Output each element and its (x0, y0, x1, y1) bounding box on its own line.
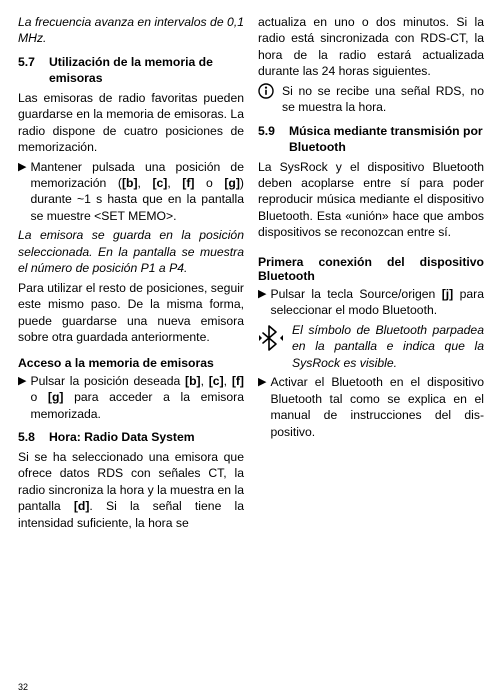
heading-5-9-title: Música mediante transmisión por Bluetoot… (289, 124, 484, 156)
freq-note: La frecuencia avanza en intervalos de 0,… (18, 14, 244, 47)
para-rds: Si se ha seleccionado una emisora que of… (18, 449, 244, 531)
para-memory-intro: Las emisoras de radio favoritas pue­den … (18, 90, 244, 156)
heading-5-7-num: 5.7 (18, 55, 35, 87)
subheading-first-bt: Primera conexión del dispositivo Bluetoo… (258, 255, 484, 283)
bullet-press-source-text: Pulsar la tecla Source/origen [j] para s… (270, 286, 484, 319)
bullet-marker-icon: ▶ (18, 160, 26, 225)
bullet-store-preset: ▶ Mantener pulsada una posición de memor… (18, 159, 244, 225)
heading-5-8-num: 5.8 (18, 430, 35, 446)
left-column: La frecuencia avanza en intervalos de 0,… (18, 14, 244, 674)
bluetooth-icon (258, 322, 284, 371)
heading-5-9: 5.9 Música mediante transmisión por Blue… (258, 124, 484, 156)
bullet-activate-bt-text: Activar el Bluetooth en el dispositi­vo … (270, 374, 484, 440)
page-number: 32 (18, 682, 28, 692)
bt-blink-note: El símbolo de Bluetooth par­padea en la … (258, 322, 484, 371)
heading-5-9-num: 5.9 (258, 124, 275, 156)
heading-5-8: 5.8 Hora: Radio Data System (18, 430, 244, 446)
heading-5-7: 5.7 Utilización de la memoria de emisora… (18, 55, 244, 87)
info-no-rds: Si no se recibe una señal RDS, no se mue… (258, 83, 484, 116)
bullet-recall-preset-text: Pulsar la posición deseada [b], [c], [f]… (30, 373, 244, 422)
heading-5-7-title: Utilización de la memoria de emisoras (49, 55, 244, 87)
right-column: actualiza en uno o dos minutos. Si la ra… (258, 14, 484, 674)
bullet-marker-icon: ▶ (258, 375, 266, 440)
bullet-activate-bt: ▶ Activar el Bluetooth en el dispositi­v… (258, 374, 484, 440)
bt-blink-text: El símbolo de Bluetooth par­padea en la … (292, 322, 484, 371)
para-bt-pair: La SysRock y el dispositivo Bluetooth de… (258, 159, 484, 241)
bullet-marker-icon: ▶ (18, 374, 26, 422)
bullet-marker-icon: ▶ (258, 287, 266, 319)
subheading-access-memory: Acceso a la memoria de emisoras (18, 356, 244, 370)
info-icon (258, 83, 274, 116)
bullet-store-preset-text: Mantener pulsada una posición de memoriz… (30, 159, 244, 225)
para-rds-continued: actualiza en uno o dos minutos. Si la ra… (258, 14, 484, 80)
heading-5-8-title: Hora: Radio Data System (49, 430, 244, 446)
bullet-recall-preset: ▶ Pulsar la posición deseada [b], [c], [… (18, 373, 244, 422)
para-position-saved: La emisora se guarda en la posición sele… (18, 227, 244, 276)
info-no-rds-text: Si no se recibe una señal RDS, no se mue… (282, 83, 484, 116)
bullet-press-source: ▶ Pulsar la tecla Source/origen [j] para… (258, 286, 484, 319)
para-other-positions: Para utilizar el resto de posiciones, se… (18, 280, 244, 346)
